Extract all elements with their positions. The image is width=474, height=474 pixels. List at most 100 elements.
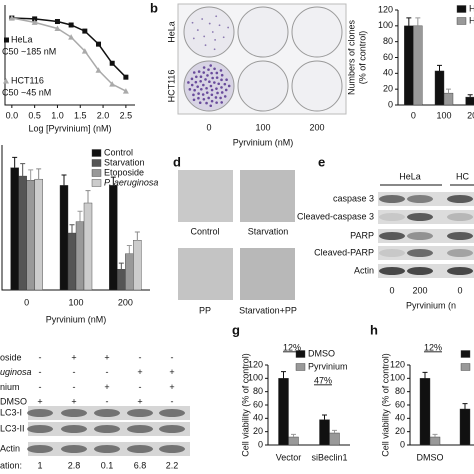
x-tick-label: siBeclin1 [311,452,347,462]
error-bar [77,210,83,222]
sign: + [104,382,109,392]
axis-label: Cell viability (% of control) [240,353,250,457]
y-tick-label: 80 [395,386,405,396]
legend-swatch [295,350,306,358]
image-label: Control [190,226,219,236]
sign: - [39,367,42,377]
sign: - [73,382,76,392]
blot-band [27,425,53,433]
colony [203,35,206,38]
bar [429,436,441,446]
column-label: 200 [309,122,324,132]
column-label: 0 [206,122,211,132]
colony [215,101,218,104]
blot-label: LC3-II [0,423,25,433]
blot-band [94,445,120,453]
group-label: HC [456,171,469,181]
point [95,67,102,73]
bar [443,92,454,106]
panel-letter: e [318,154,325,169]
point [8,15,15,21]
colony [204,44,207,47]
series-label: HeLa [11,34,33,44]
colony [219,96,222,100]
sign: + [169,367,174,377]
colony [208,22,211,25]
colony [208,80,211,84]
legend-swatch [91,169,102,177]
y-tick-label: 60 [253,399,263,409]
group-label: HeLa [399,171,421,181]
annotation: 12% [283,342,301,352]
blot-label: caspase 3 [333,193,374,203]
bar [59,185,69,291]
axis [1,145,150,291]
blot-band [94,409,120,417]
x-tick-label: 200 [118,297,133,307]
colony [210,93,214,97]
point [32,16,38,22]
sign: - [39,352,42,362]
y-tick-label: 40 [395,413,405,423]
x-tick-label: 2.5 [120,110,133,120]
colony [202,71,206,74]
sign: - [73,367,76,377]
bar [459,408,471,446]
point [123,74,129,80]
annotation: 12% [424,342,442,352]
y-tick-label: 100 [378,20,393,30]
error-bar [462,403,468,409]
x-tick-label: 200 [467,110,474,120]
blot-band [61,445,87,453]
sign: + [37,396,42,406]
axis-label: Log [Pyrvinium] (nM) [28,123,111,133]
column-label: 0 [457,285,462,295]
plate [183,6,235,58]
sign: + [104,352,109,362]
blot-band [379,195,405,203]
plates [177,3,347,115]
colony [207,68,210,71]
colony [204,78,207,81]
bar [75,221,85,291]
colony [223,82,227,86]
colony [213,81,216,84]
bar [419,378,431,446]
colony [202,97,206,101]
bar [109,185,118,291]
bar [404,25,414,106]
blot-label: Actin [0,443,20,453]
blot-band [407,195,433,203]
colony [199,79,202,83]
sign: + [169,382,174,392]
legend-marker [3,78,9,84]
axis-label: Pyrvinium (nM) [46,314,107,324]
bar [288,436,299,446]
y-tick-label: 100 [390,373,405,383]
legend-label: Starvation [104,157,145,167]
colony [201,93,205,96]
blot-band [159,445,185,453]
blot-band [447,195,473,203]
ratio: 0.1 [101,460,114,470]
blot-band [379,249,405,257]
x-tick-label: 100 [436,110,451,120]
point [81,48,88,54]
error-bar [126,244,132,254]
colony [205,101,208,105]
error-bar [322,414,327,420]
column-label: 200 [412,285,427,295]
error-bar [118,262,124,270]
colony [202,83,205,87]
colony [192,98,196,102]
blot-band [127,425,153,433]
error-bar [28,169,34,181]
x-tick-label: Vector [276,452,302,462]
annotation: C50 ~45 nM [2,87,51,97]
colony [190,83,194,87]
blot-band [447,267,473,275]
colony [192,93,195,97]
sign: - [106,367,109,377]
y-tick-label: 120 [378,4,393,14]
point [31,19,38,25]
